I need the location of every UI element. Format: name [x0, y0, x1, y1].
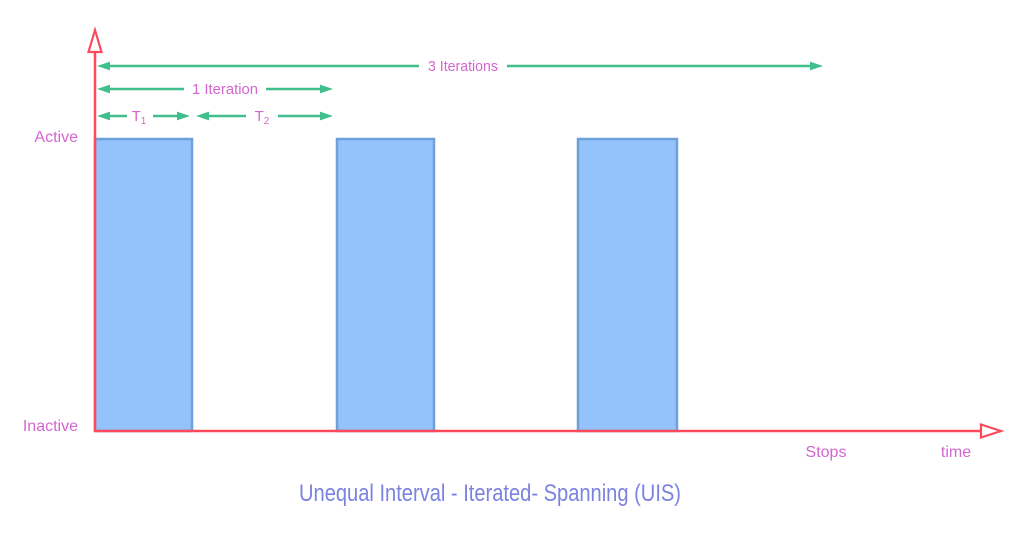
span-arrow-1-iteration: 1 Iteration [97, 81, 333, 98]
pulse-rect-2 [335, 137, 436, 433]
pulse-group [93, 137, 679, 433]
arrowhead-left-icon [97, 111, 110, 121]
span-arrow-t1: T1 [97, 108, 190, 127]
arrowhead-right-icon [177, 111, 190, 121]
axes-group [87, 26, 1005, 440]
t1-subscript: 1 [141, 116, 147, 127]
span-arrow-3-iterations: 3 Iterations [97, 58, 823, 75]
three-iterations-label: 3 Iterations [428, 58, 498, 75]
t1-label: T1 [132, 108, 147, 127]
page-title: Unequal Interval - Iterated- Spanning (U… [299, 480, 681, 507]
stops-label: Stops [806, 444, 847, 461]
x-axis-arrowhead [979, 422, 1005, 440]
t2-subscript: 2 [264, 116, 270, 127]
time-label: time [941, 444, 971, 461]
arrowhead-left-icon [97, 84, 110, 94]
t2-label: T2 [255, 108, 270, 127]
pulse-rect-1 [93, 137, 194, 433]
t1-base: T [132, 108, 141, 125]
arrowhead-right-icon [320, 84, 333, 94]
pulse-rect-3 [576, 137, 679, 433]
arrowhead-left-icon [97, 61, 110, 71]
span-arrow-t2: T2 [196, 108, 333, 127]
active-label: Active [34, 129, 78, 146]
inactive-label: Inactive [23, 418, 78, 435]
arrowhead-right-icon [810, 61, 823, 71]
t2-base: T [255, 108, 264, 125]
arrowhead-left-icon [196, 111, 209, 121]
arrowhead-right-icon [320, 111, 333, 121]
y-axis-arrowhead [87, 26, 103, 54]
one-iteration-label: 1 Iteration [192, 81, 258, 98]
